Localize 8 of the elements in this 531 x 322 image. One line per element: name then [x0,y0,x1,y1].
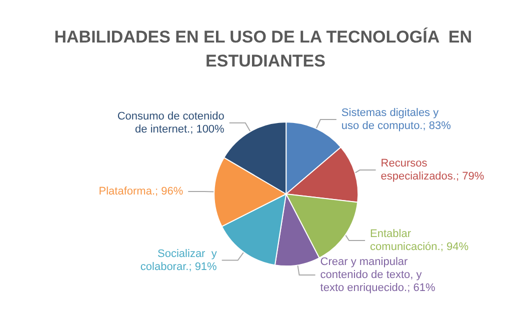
slice-label: Plataforma.; 96% [98,185,184,198]
slice-label: Sistemas digitales y uso de computo.; 83% [341,107,452,132]
chart-title: HABILIDADES EN EL USO DE LA TECNOLOGÍA EN ESTUDIANTES [54,26,477,70]
slice-label: Recursos especializados.; 79% [380,158,484,183]
slice-label: Consumo de cotenido de internet.; 100% [117,110,225,136]
slice-label: Crear y manipular contenido de texto, y texto enriquecido.; 61% [320,256,436,294]
slice-label: Socializar y colaborar.; 91% [140,248,218,273]
slice-label: Entablar comunicación.; 94% [370,228,469,254]
